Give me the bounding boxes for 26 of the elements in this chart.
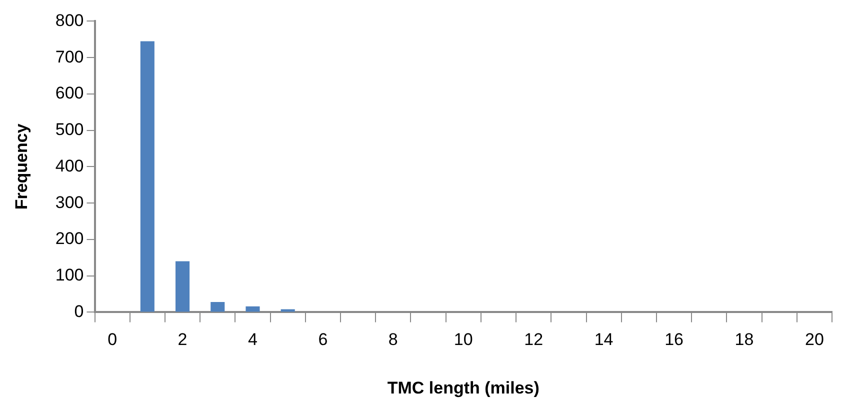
x-tick-label: 2 (178, 330, 188, 350)
x-tick-label: 14 (594, 330, 614, 350)
bar (176, 261, 190, 312)
x-tick-label: 0 (108, 330, 118, 350)
bar (140, 41, 154, 312)
x-tick-label: 12 (524, 330, 544, 350)
x-axis-title: TMC length (miles) (387, 378, 540, 398)
bar (210, 302, 225, 312)
x-tick-label: 16 (664, 330, 684, 350)
bar (246, 306, 260, 312)
x-tick-label: 18 (734, 330, 754, 350)
y-tick-label: 200 (55, 229, 84, 248)
x-tick-label: 20 (804, 330, 824, 350)
x-tick-label: 6 (318, 330, 328, 350)
y-tick-label: 100 (55, 266, 84, 285)
x-tick-label: 4 (248, 330, 258, 350)
x-tick-label: 10 (454, 330, 473, 350)
y-tick-label: 500 (55, 120, 84, 140)
y-tick-label: 600 (55, 84, 84, 103)
y-tick-label: 300 (55, 192, 84, 212)
y-tick-label: 400 (55, 156, 84, 176)
y-tick-label: 700 (55, 47, 84, 66)
y-axis-title: Frequency (12, 123, 31, 210)
x-tick-label: 8 (388, 330, 398, 350)
y-tick-label: 0 (74, 302, 84, 321)
y-tick-label: 800 (55, 10, 84, 30)
